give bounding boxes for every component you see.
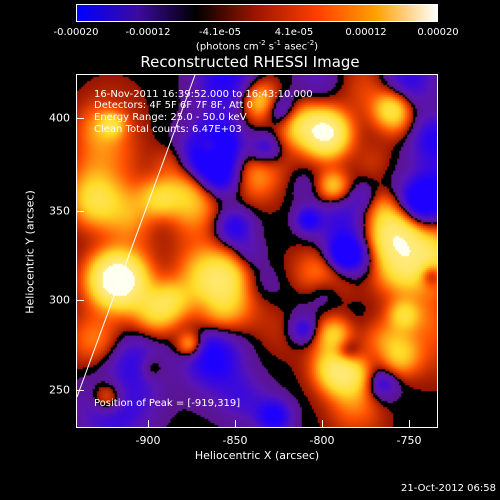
rhessi-image-canvas (77, 75, 437, 427)
overlay-total-counts: Clean Total counts: 6.47E+03 (94, 124, 242, 135)
colorbar-units: (photons cm-2 s-1 asec-2) (195, 39, 319, 53)
x-tick-label: -900 (135, 434, 161, 447)
colorbar-tick-label: 0.00012 (345, 27, 387, 38)
overlay-time-range: 16-Nov-2011 16:39:52.000 to 16:43:10.000 (94, 89, 313, 100)
colorbar-tick-label: 0.00020 (417, 27, 459, 38)
colorbar-tick-label: 4.1e-05 (274, 27, 314, 38)
y-axis-label: Heliocentric Y (arcsec) (23, 190, 37, 314)
solar-limb-line (77, 75, 196, 398)
x-axis-label: Heliocentric X (arcsec) (194, 449, 320, 462)
colorbar-tick-label: -4.1e-05 (199, 27, 241, 38)
colorbar-tick-label: -0.00020 (53, 27, 99, 38)
y-tick-label: 350 (49, 204, 70, 218)
x-tick-label: -800 (309, 434, 335, 447)
y-tick-label: 400 (49, 111, 70, 125)
colorbar-tick-label: -0.00012 (125, 27, 171, 38)
y-tick-label: 300 (49, 293, 70, 307)
colorbar (76, 4, 438, 22)
x-tick-label: -750 (396, 434, 422, 447)
rhessi-image-frame: 16-Nov-2011 16:39:52.000 to 16:43:10.000… (76, 74, 438, 428)
x-tick-label: -850 (222, 434, 248, 447)
overlay-peak-position: Position of Peak = [-919,319] (94, 398, 241, 409)
y-tick-label: 250 (49, 383, 70, 397)
timestamp: 21-Oct-2012 06:58 (401, 483, 496, 494)
image-title: Reconstructed RHESSI Image (140, 53, 360, 71)
overlay-energy-range: Energy Range: 25.0 - 50.0 keV (94, 112, 247, 123)
overlay-detectors: Detectors: 4F 5F 6F 7F 8F, Att 0 (94, 100, 254, 111)
